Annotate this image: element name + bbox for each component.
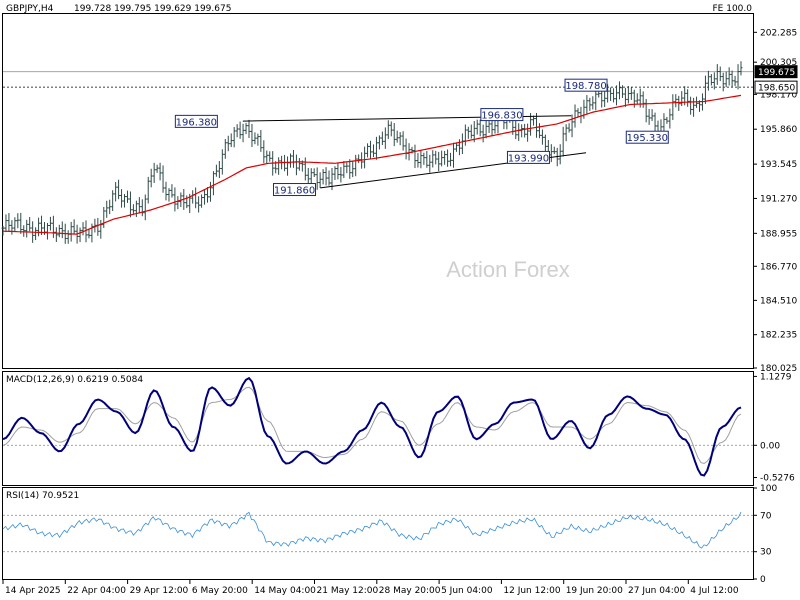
price-y-tick-label: 193.545 [760,160,797,170]
price-annotation-label: 198.780 [565,81,606,92]
chart-header-ohlc: 199.728 199.795 199.629 199.675 [74,4,231,14]
price-annotation-label: 196.830 [481,111,522,122]
rsi-line [2,511,742,549]
x-tick-label: 5 Jun 04:00 [441,586,493,596]
price-series-layer: 196.380 191.860 196.830 193.990 198.780 195.3… [1,61,753,244]
rsi-y-tick-label: 0 [760,575,766,585]
x-tick-label: 28 May 20:00 [379,586,441,596]
price-y-tick-label: 186.770 [760,262,797,272]
current-price-tag [754,65,798,79]
rsi-panel[interactable] [2,487,754,580]
price-tag-label: 199.675 [758,68,795,78]
price-annotation-box [564,78,608,92]
x-tick-label: 27 Jun 04:00 [628,586,685,596]
price-y-tick-label: 198.170 [760,90,797,100]
fe-label: FE 100.0 [713,4,753,14]
macd-main-line [2,376,742,477]
macd-label: MACD(12,26,9) 0.6219 0.5084 [6,375,143,385]
macd-y-tick-label: 1.1279 [760,372,792,382]
macd-signal-line [2,386,742,465]
price-annotation-box [174,114,218,128]
chart-header-symbol: GBPJPY,H4 [6,4,54,14]
moving-average-line [2,94,742,235]
x-tick-label: 14 May 04:00 [254,586,316,596]
price-annotation-label: 196.380 [176,117,217,128]
price-y-tick-label: 202.285 [760,28,797,38]
axes-layer: 202.285 200.305 198.170 195.860 193.545 191.2… [2,28,798,596]
price-tag-label: 198.650 [758,84,795,94]
macd-y-tick-label: -0.5276 [760,474,795,484]
price-annotation-box [506,150,550,164]
price-annotation-box [480,108,524,122]
x-tick-label: 19 Jun 20:00 [566,586,623,596]
price-y-tick-label: 191.270 [760,194,797,204]
x-tick-label: 12 Jun 12:00 [503,586,560,596]
x-tick-label: 29 Apr 12:00 [130,586,189,596]
rsi-series-layer [2,511,753,553]
macd-series-layer [2,376,753,477]
macd-y-tick-label: 0.00 [760,441,780,451]
macd-panel[interactable] [2,371,754,486]
price-annotation-box [273,183,317,197]
watermark: Action Forex [446,257,570,282]
price-annotation-label: 191.860 [274,186,315,197]
price-annotation-label: 193.990 [508,153,549,164]
price-y-tick-label: 184.510 [760,296,797,306]
x-tick-label: 21 May 12:00 [317,586,379,596]
rsi-y-tick-label: 30 [760,548,772,558]
x-tick-label: 4 Jul 12:00 [690,586,739,596]
rsi-y-tick-label: 70 [760,511,772,521]
price-y-tick-label: 188.955 [760,229,797,239]
price-y-tick-label: 195.860 [760,125,797,135]
x-tick-label: 6 May 20:00 [192,586,248,596]
price-y-tick-label: 182.235 [760,331,797,341]
level-price-tag [754,80,798,94]
price-annotation-box [625,130,669,144]
x-tick-label: 22 Apr 04:00 [67,586,126,596]
price-y-tick-label: 200.305 [760,58,797,68]
price-y-tick-label: 180.025 [760,364,797,374]
x-tick-label: 14 Apr 2025 [5,586,61,596]
rsi-label: RSI(14) 70.9521 [6,491,79,501]
rsi-y-tick-label: 100 [760,484,777,494]
price-annotation-label: 195.330 [627,133,668,144]
